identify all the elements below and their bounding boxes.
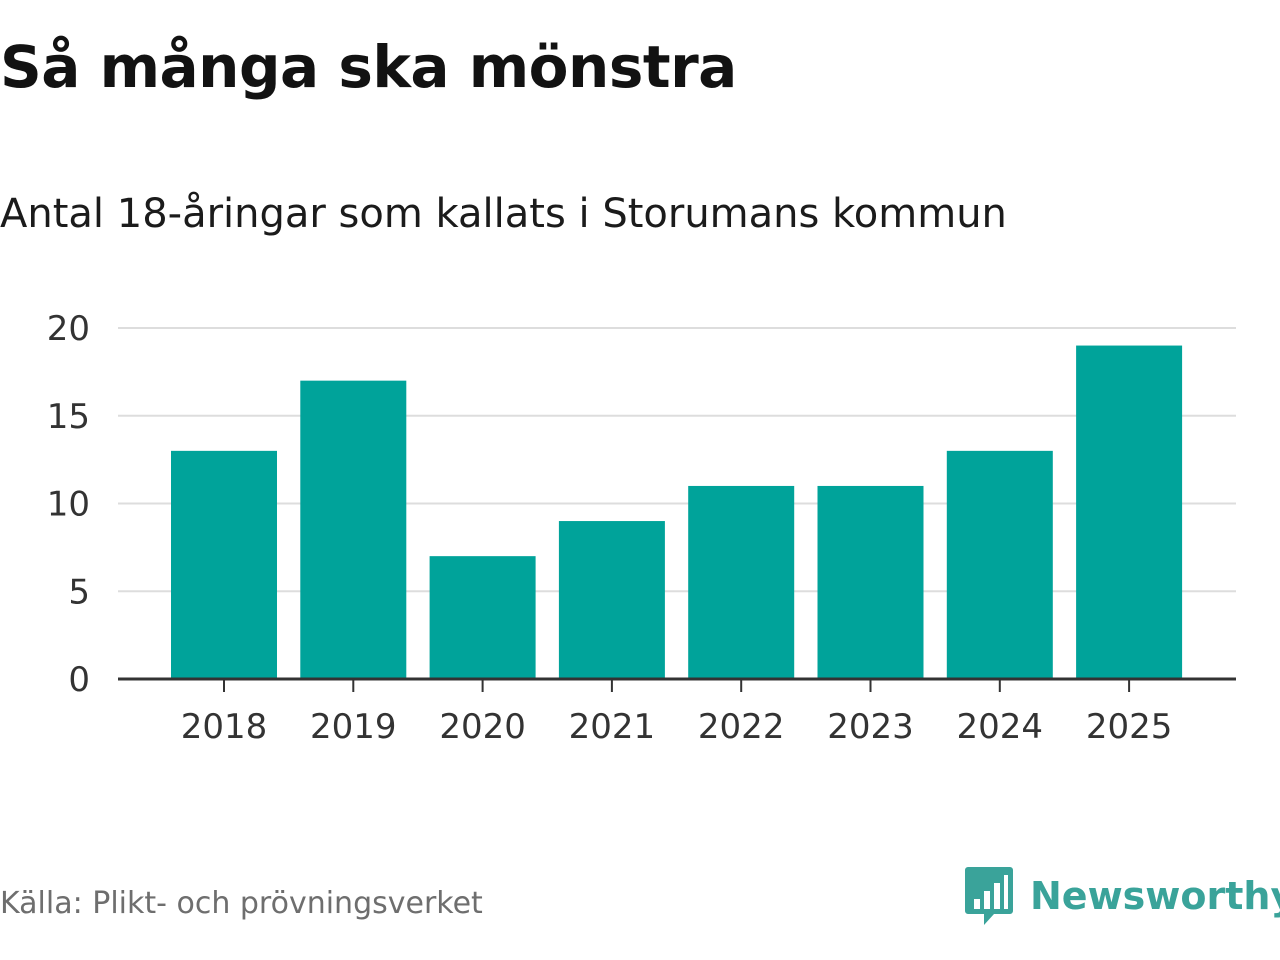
y-tick-label: 20 xyxy=(47,309,90,349)
y-tick-label: 5 xyxy=(68,572,90,612)
bar xyxy=(688,485,795,679)
y-tick-label: 15 xyxy=(47,397,90,437)
x-tick-label: 2024 xyxy=(957,707,1044,747)
chart-title: Så många ska mönstra xyxy=(0,33,737,101)
bar-chart: 0 5 10 15 20 2018 2019 2020 2021 2022 2023 2024 202… xyxy=(47,309,1236,747)
x-axis-ticks xyxy=(223,679,1131,692)
brand-logo: Newsworthy xyxy=(964,864,1280,928)
x-tick-label: 2023 xyxy=(827,707,914,747)
x-tick-label: 2020 xyxy=(439,707,526,747)
chart-subtitle: Antal 18-åringar som kallats i Storumans… xyxy=(0,191,1007,237)
bar xyxy=(1076,345,1183,679)
x-tick-label: 2021 xyxy=(569,707,656,747)
source-note: Källa: Plikt- och prövningsverket xyxy=(0,886,483,921)
y-tick-label: 0 xyxy=(68,660,90,700)
bar xyxy=(817,485,924,679)
x-axis-labels: 2018 2019 2020 2021 2022 2023 2024 2025 xyxy=(181,707,1173,747)
bar xyxy=(946,450,1053,679)
bar xyxy=(429,556,536,679)
bar xyxy=(300,380,407,679)
bar xyxy=(171,450,277,679)
newsworthy-logo-icon xyxy=(965,867,1013,925)
brand-name: Newsworthy xyxy=(1030,874,1280,918)
x-tick-label: 2019 xyxy=(310,707,397,747)
x-tick-label: 2022 xyxy=(698,707,785,747)
bar xyxy=(558,521,665,679)
gridlines xyxy=(118,327,1236,593)
x-tick-label: 2018 xyxy=(181,707,268,747)
y-axis-labels: 0 5 10 15 20 xyxy=(47,309,90,700)
x-tick-label: 2025 xyxy=(1086,707,1173,747)
y-tick-label: 10 xyxy=(47,485,90,525)
bars xyxy=(171,345,1183,679)
